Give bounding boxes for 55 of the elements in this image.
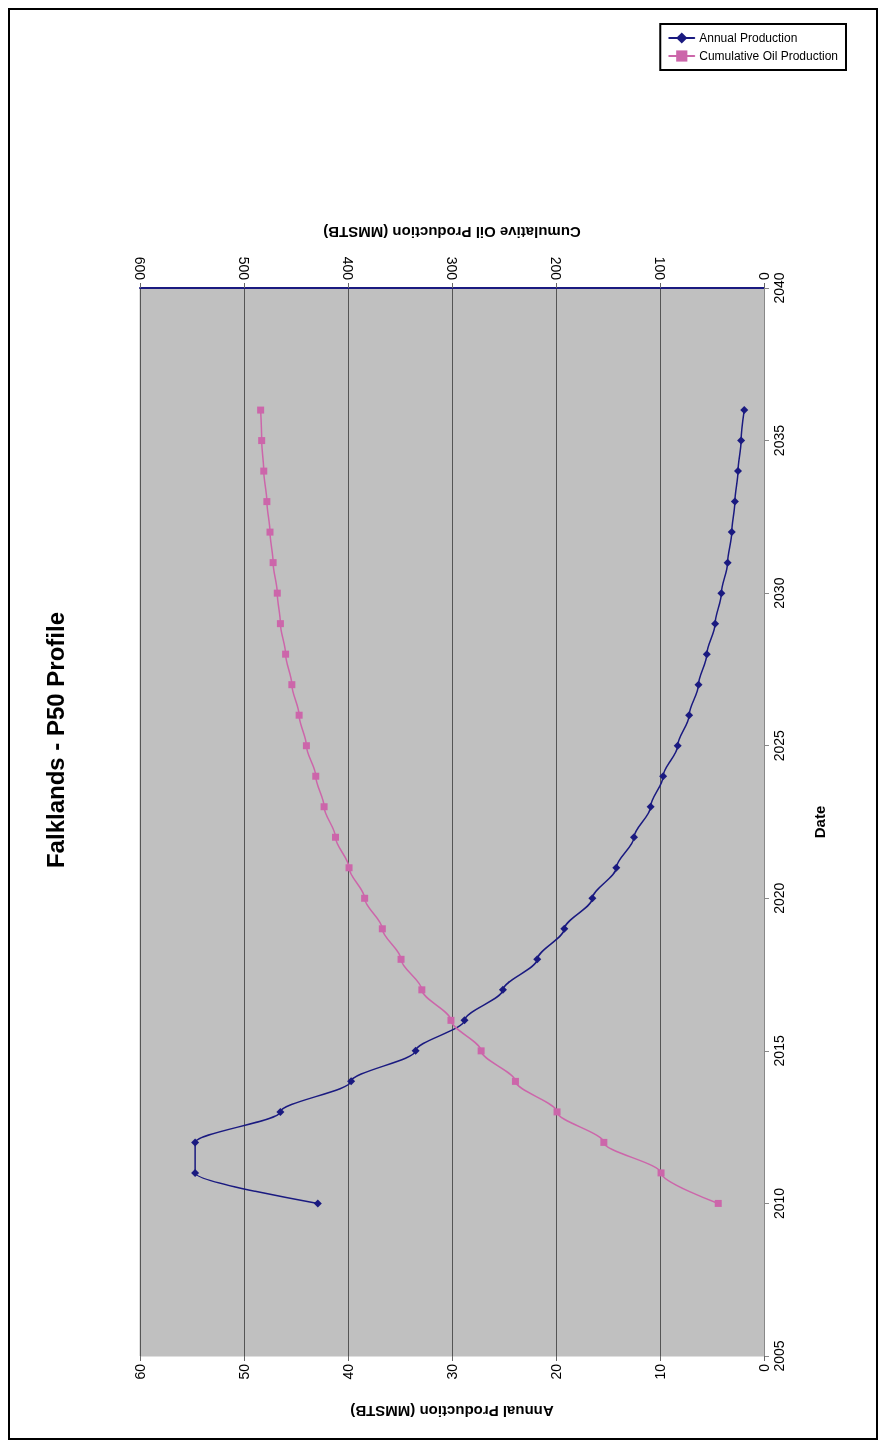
x-tick-label: 10 — [652, 1363, 668, 1380]
x2-axis-title: Cumulative Oil Production (MMSTB) — [323, 224, 581, 241]
y-tick-label: 2005 — [771, 1340, 787, 1372]
point — [460, 1016, 469, 1025]
x-tick-label: 30 — [444, 1363, 460, 1380]
x-tick-label: 40 — [340, 1363, 356, 1380]
point — [723, 558, 732, 567]
point — [588, 894, 597, 903]
point — [533, 955, 542, 964]
x2-tick-label: 300 — [444, 256, 460, 281]
x-axis-title: Annual Production (MMSTB) — [350, 1403, 554, 1420]
point — [737, 436, 746, 445]
x2-tick-label: 200 — [548, 256, 564, 281]
x-tick-label: 60 — [132, 1363, 148, 1380]
y-tick-label: 2020 — [771, 882, 787, 914]
point — [191, 1168, 200, 1177]
point — [711, 619, 720, 628]
point — [702, 650, 711, 659]
point — [727, 528, 736, 537]
point — [276, 1107, 285, 1116]
x2-tick-label: 600 — [132, 256, 148, 281]
legend-label: Cumulative Oil Production — [699, 49, 839, 63]
point — [630, 833, 638, 842]
x2-tick-label: 0 — [756, 272, 772, 281]
x2-tick-label: 500 — [236, 256, 252, 281]
point — [673, 741, 682, 750]
y-tick-label: 2035 — [771, 424, 787, 457]
point — [646, 802, 655, 811]
point — [347, 1077, 356, 1086]
x-tick-label: 20 — [548, 1363, 564, 1380]
x2-tick-label: 100 — [652, 256, 668, 281]
point — [717, 589, 726, 598]
legend-label: Annual Production — [699, 31, 798, 45]
x-tick-label: 50 — [236, 1363, 252, 1380]
point — [734, 467, 742, 476]
y-axis-title: Date — [811, 805, 828, 839]
y-tick-label: 2015 — [771, 1035, 787, 1067]
point — [659, 772, 668, 781]
y-tick-label: 2040 — [771, 272, 787, 304]
point — [313, 1199, 322, 1208]
point — [685, 711, 694, 720]
point — [740, 406, 749, 415]
point — [191, 1138, 200, 1147]
point — [498, 985, 507, 994]
text: Falklands - P50 Profile — [41, 611, 69, 869]
point — [560, 924, 569, 933]
point — [411, 1046, 420, 1055]
y-tick-label: 2010 — [771, 1187, 787, 1220]
y-tick-label: 2025 — [771, 729, 787, 762]
point — [730, 497, 739, 506]
point — [612, 863, 621, 872]
point — [694, 680, 703, 689]
x2-tick-label: 400 — [340, 256, 356, 281]
x-tick-label: 0 — [756, 1363, 772, 1372]
y-tick-label: 2030 — [771, 577, 787, 609]
